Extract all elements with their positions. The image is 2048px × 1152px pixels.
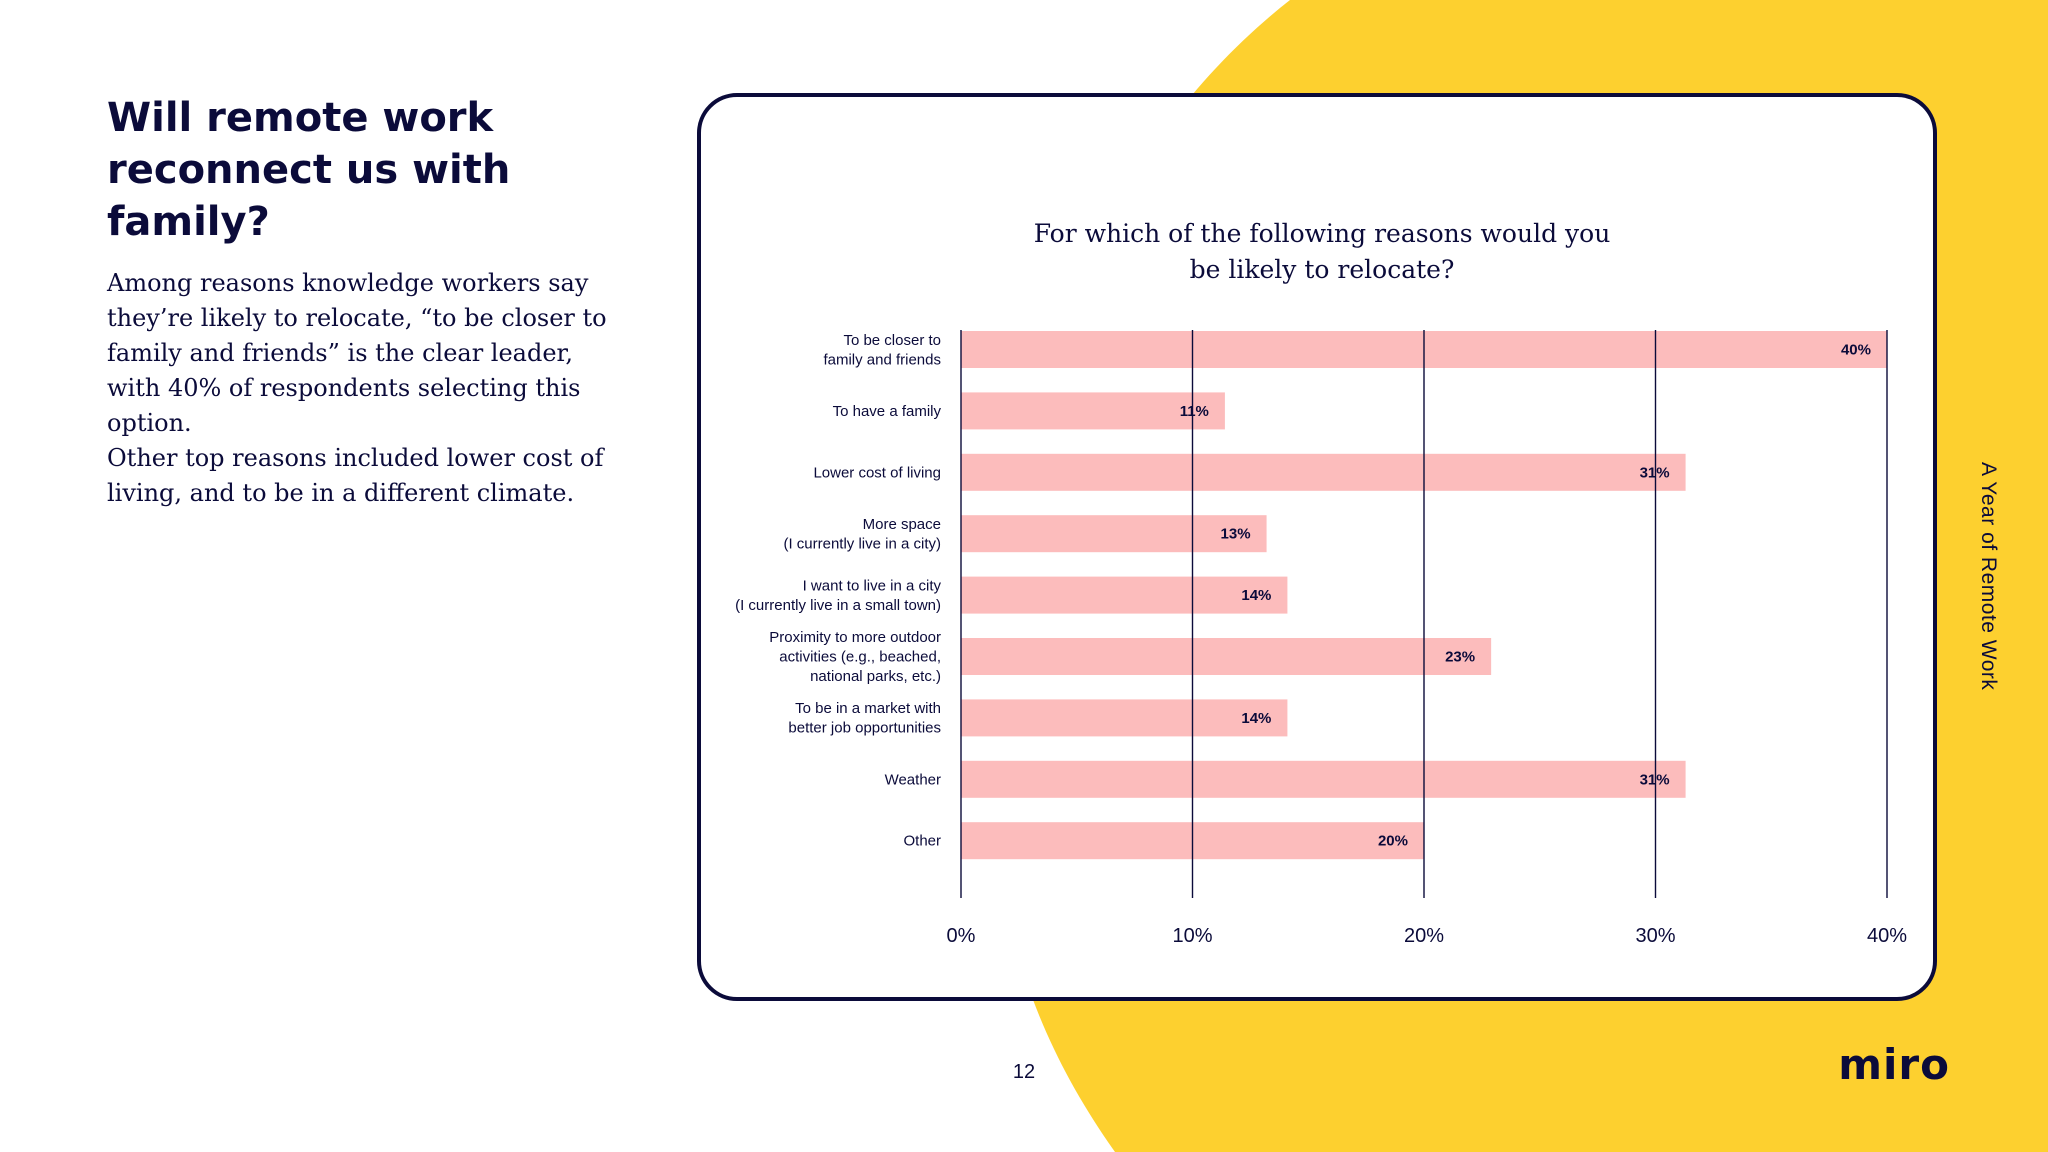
data-label: 40% — [1841, 342, 1871, 359]
bar — [961, 760, 1686, 798]
category-label: More space (I currently live in a city) — [783, 516, 941, 553]
side-label-text: A Year of Remote Work — [1977, 462, 2000, 691]
data-label: 14% — [1241, 587, 1271, 604]
category-label: To be closer to family and friends — [823, 332, 941, 369]
data-label: 23% — [1445, 649, 1475, 666]
category-label: Proximity to more outdoor activities (e.g… — [769, 629, 941, 685]
miro-logo: miro — [1838, 1040, 1950, 1089]
x-tick-label: 10% — [1172, 925, 1212, 947]
category-label: Lower cost of living — [813, 464, 941, 481]
intro-paragraph: Among reasons knowledge workers say they… — [107, 269, 607, 437]
bar — [961, 453, 1686, 491]
bar — [961, 392, 1225, 430]
secondary-paragraph: Other top reasons included lower cost of… — [107, 444, 604, 507]
bar — [961, 638, 1492, 675]
data-label: 31% — [1640, 464, 1670, 481]
page-number: 12 — [1012, 1061, 1036, 1083]
x-tick-label: 40% — [1867, 925, 1907, 947]
data-label: 14% — [1241, 710, 1271, 727]
x-tick-label: 0% — [947, 925, 976, 947]
category-label: To have a family — [833, 403, 942, 420]
data-label: 20% — [1378, 833, 1408, 850]
category-label: I want to live in a city (I currently liv… — [735, 577, 941, 614]
bar — [961, 515, 1267, 553]
page-heading: Will remote work reconnect us with famil… — [107, 95, 511, 245]
category-label: Other — [903, 833, 941, 850]
category-label: To be in a market with better job opportu… — [788, 700, 941, 737]
chart-title: For which of the following reasons would… — [1033, 219, 1611, 284]
data-label: 13% — [1221, 526, 1251, 543]
data-label: 11% — [1180, 403, 1209, 420]
x-tick-label: 20% — [1404, 925, 1444, 947]
data-label: 31% — [1640, 771, 1670, 788]
bar — [961, 699, 1288, 737]
x-tick-label: 30% — [1635, 925, 1675, 947]
category-label: Weather — [885, 771, 941, 788]
bar — [961, 576, 1288, 614]
